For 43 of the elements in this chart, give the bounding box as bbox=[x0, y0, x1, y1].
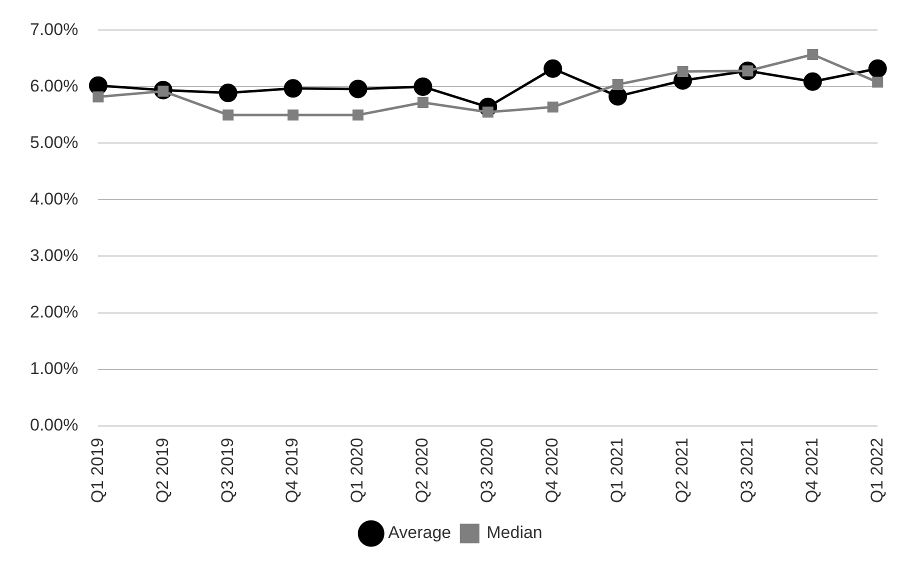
point bbox=[92, 91, 104, 102]
y-tick-label: 7.00% bbox=[30, 20, 78, 39]
legend-label: Median bbox=[486, 523, 542, 542]
y-tick-label: 0.00% bbox=[30, 415, 78, 434]
point bbox=[868, 59, 887, 78]
y-tick-label: 4.00% bbox=[30, 189, 78, 208]
y-tick-label: 3.00% bbox=[30, 246, 78, 265]
point bbox=[88, 76, 108, 95]
point bbox=[284, 79, 302, 98]
point bbox=[807, 49, 818, 60]
y-tick-label: 2.00% bbox=[30, 302, 78, 322]
x-tick-label: Q1 2019 bbox=[88, 438, 107, 504]
legend-label: Average bbox=[388, 523, 452, 542]
point bbox=[872, 76, 884, 88]
point bbox=[348, 80, 368, 98]
point bbox=[547, 102, 558, 113]
x-tick-label: Q4 2019 bbox=[282, 438, 302, 504]
point bbox=[414, 77, 432, 96]
point bbox=[803, 72, 822, 91]
point bbox=[544, 59, 562, 78]
x-tick-label: Q1 2022 bbox=[867, 438, 886, 504]
y-tick-label: 1.00% bbox=[30, 358, 78, 378]
point bbox=[352, 109, 364, 120]
point bbox=[222, 109, 234, 120]
point bbox=[218, 84, 238, 102]
point bbox=[677, 66, 688, 77]
x-tick-label: Q4 2021 bbox=[802, 438, 822, 504]
x-tick-label: Q1 2020 bbox=[348, 438, 367, 504]
x-tick-label: Q2 2019 bbox=[152, 438, 172, 504]
x-tick-label: Q3 2019 bbox=[218, 438, 237, 504]
y-tick-label: 6.00% bbox=[30, 76, 78, 96]
x-tick-label: Q2 2020 bbox=[412, 438, 432, 504]
x-tick-label: Q3 2021 bbox=[737, 438, 756, 504]
point bbox=[608, 87, 628, 106]
y-tick-label: 5.00% bbox=[30, 132, 78, 152]
point bbox=[482, 106, 494, 118]
x-tick-label: Q2 2021 bbox=[672, 438, 692, 504]
x-tick-label: Q1 2021 bbox=[607, 438, 626, 504]
x-tick-label: Q3 2020 bbox=[478, 438, 497, 504]
x-tick-label: Q4 2020 bbox=[542, 438, 562, 504]
point bbox=[288, 109, 299, 120]
point bbox=[612, 78, 624, 90]
point bbox=[417, 97, 428, 108]
